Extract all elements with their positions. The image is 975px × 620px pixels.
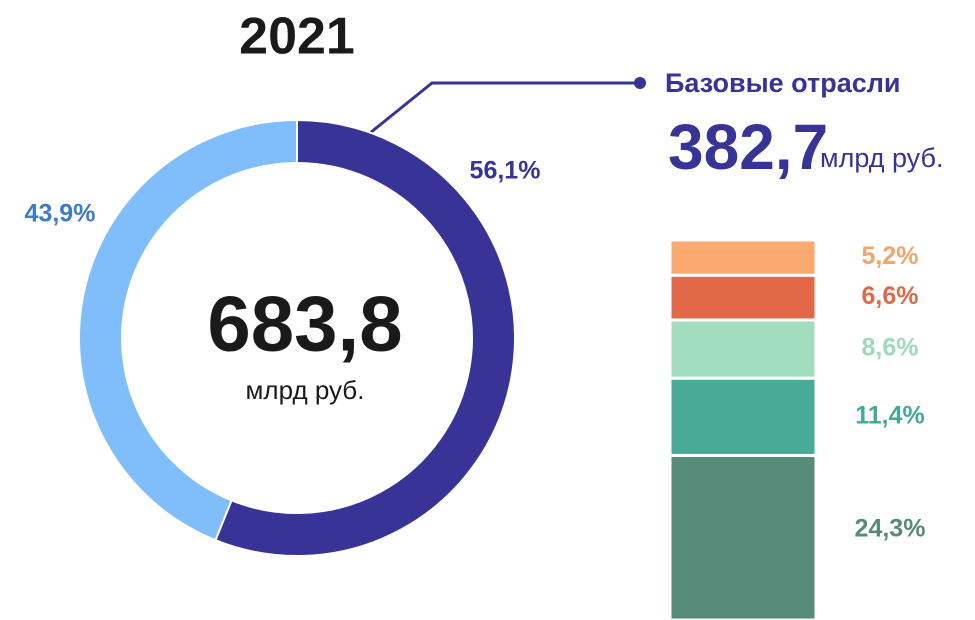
callout-line bbox=[369, 81, 640, 135]
segment-label: 8,6% bbox=[862, 334, 919, 362]
segment-label: 6,6% bbox=[862, 282, 919, 310]
bar-segment bbox=[668, 376, 818, 457]
callout-title: Базовые отрасли bbox=[665, 68, 901, 98]
bar-segment bbox=[668, 238, 818, 277]
bar-segment bbox=[668, 273, 818, 322]
segment-label: 24,3% bbox=[855, 514, 926, 542]
chart-title: 2021 bbox=[239, 8, 355, 66]
donut-slice bbox=[214, 118, 516, 557]
callout-dot bbox=[634, 77, 646, 89]
segment-label: 11,4% bbox=[855, 401, 925, 429]
callout-unit: млрд руб. bbox=[820, 143, 943, 173]
segment-label: 5,2% bbox=[862, 242, 919, 270]
bar-segment bbox=[668, 318, 818, 380]
center-unit: млрд руб. bbox=[246, 375, 365, 405]
slice-label: 43,9% bbox=[25, 200, 96, 228]
bar-segment bbox=[668, 453, 818, 620]
slice-label: 56,1% bbox=[470, 157, 541, 185]
donut-slice bbox=[78, 118, 298, 542]
center-value: 683,8 bbox=[207, 280, 402, 368]
callout-value: 382,7 bbox=[668, 111, 828, 183]
